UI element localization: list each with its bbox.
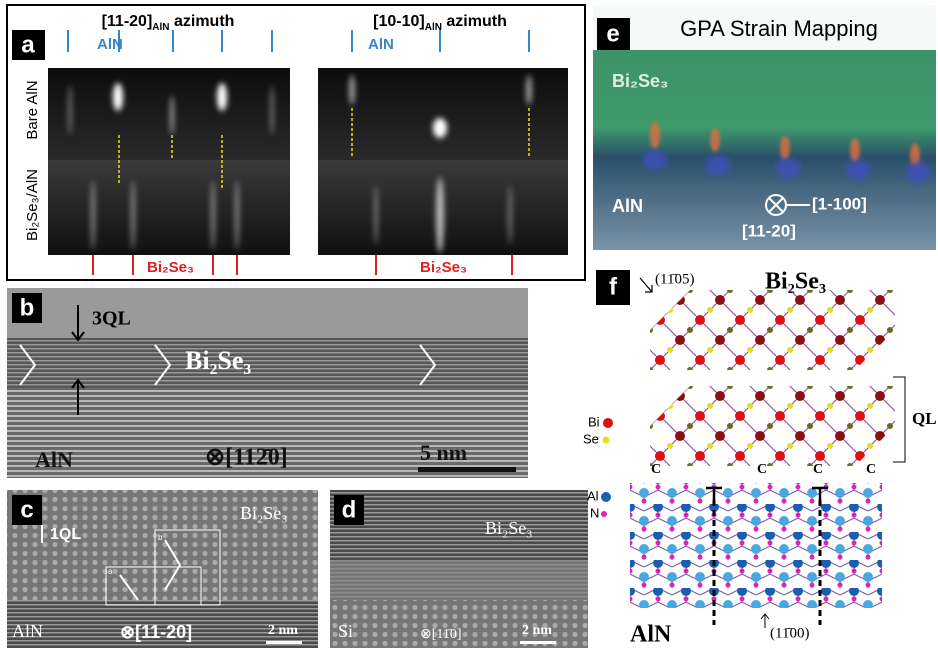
- box-label: b: [158, 533, 163, 542]
- film-label: Bi₂Se₃: [185, 346, 251, 375]
- legend-label: N: [590, 505, 599, 520]
- ql-label: QL: [912, 409, 937, 428]
- legend-label: Se: [583, 431, 599, 446]
- c-label: C: [866, 462, 876, 477]
- row-label: Bare AlN: [24, 80, 41, 139]
- top-label: AlN: [368, 36, 394, 53]
- direction-label: [1-100]: [812, 194, 867, 213]
- row-label: Bi₂Se₃/AlN: [24, 169, 41, 241]
- figure: a [11-20]AlN azimuth [10-10]AlN azimuth …: [0, 0, 938, 651]
- substrate-label: Si: [338, 621, 353, 641]
- thickness-label: 3QL: [92, 308, 131, 330]
- panel-label: a: [21, 31, 35, 58]
- film-label: Bi₂Se₃: [612, 71, 668, 91]
- panel-title: GPA Strain Mapping: [680, 16, 878, 41]
- film-label: Bi₂Se₃: [240, 503, 288, 523]
- direction-label: [11-20]: [742, 221, 796, 240]
- substrate-label: AlN: [630, 622, 672, 648]
- panel-label: b: [20, 294, 35, 321]
- zone-axis: ⊗[11̄0]: [420, 627, 462, 642]
- scale-label: 2 nm: [268, 623, 298, 638]
- box-label: a: [108, 567, 113, 576]
- page: {"panel_a": {"label": "a", "left_header"…: [0, 0, 938, 651]
- bottom-label: Bi₂Se₃: [420, 259, 467, 276]
- zone-axis: ⊗[112̄0]: [205, 445, 288, 471]
- substrate-label: AlN: [612, 196, 643, 216]
- panel-label: d: [342, 496, 357, 523]
- substrate-label: AlN: [35, 447, 73, 472]
- panel-label: f: [609, 273, 618, 300]
- film-label: Bi₂Se₃: [485, 518, 533, 538]
- c-label: C: [757, 462, 767, 477]
- scale-label: 2 nm: [522, 623, 552, 638]
- legend-label: Al: [587, 488, 599, 503]
- thickness-label: 1QL: [50, 526, 81, 543]
- panel-label: e: [606, 20, 619, 47]
- panel-label: c: [20, 496, 33, 523]
- c-label: C: [651, 462, 661, 477]
- scale-label: 5 nm: [420, 440, 467, 465]
- plane-label: (11̄05): [655, 271, 694, 287]
- c-label: C: [813, 462, 823, 477]
- plane-label: (11̄00): [770, 625, 809, 641]
- substrate-label: AlN: [12, 621, 43, 641]
- legend-label: Bi: [588, 414, 600, 429]
- bottom-label: Bi₂Se₃: [147, 259, 194, 276]
- zone-axis: ⊗[11-20]: [120, 622, 192, 642]
